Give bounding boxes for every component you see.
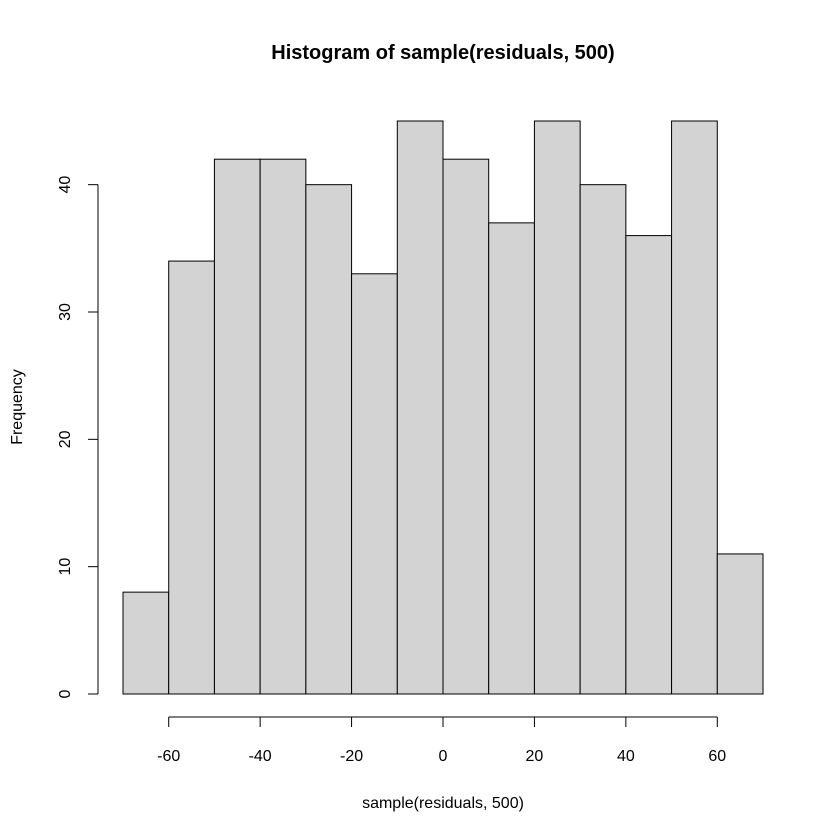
x-tick-label: -20 [340,748,363,765]
y-axis-label: Frequency [9,369,26,445]
x-axis-label: sample(residuals, 500) [362,795,524,812]
histogram-bar [488,222,535,695]
x-axis: -60 -40 -20 0 20 40 60 [157,716,726,765]
histogram-bar [213,158,261,695]
histogram-bar [305,184,353,695]
histogram-bar [259,158,307,695]
histogram-bar [579,184,627,695]
x-tick-label: -40 [249,748,272,765]
y-tick-label: 30 [57,303,74,321]
x-tick-label: 60 [708,748,726,765]
x-tick-label: 20 [526,748,544,765]
y-tick-label: 20 [57,430,74,448]
histogram-bar [716,553,764,695]
histogram-bar [442,158,490,695]
bars-group [122,120,764,695]
histogram-bar [122,591,170,695]
histogram-bar [671,120,718,695]
histogram-bar [396,120,444,695]
x-tick-label: 40 [617,748,635,765]
y-axis: 0 10 20 30 40 [57,176,99,698]
chart-title: Histogram of sample(residuals, 500) [271,42,614,64]
y-tick-label: 40 [57,176,74,194]
y-tick-label: 0 [57,689,74,698]
y-tick-label: 10 [57,558,74,576]
x-tick-label: -60 [157,748,180,765]
histogram-bar [625,235,673,695]
histogram-bar [533,120,581,695]
histogram-bar [168,260,215,695]
histogram-bar [351,273,398,695]
x-tick-label: 0 [439,748,448,765]
